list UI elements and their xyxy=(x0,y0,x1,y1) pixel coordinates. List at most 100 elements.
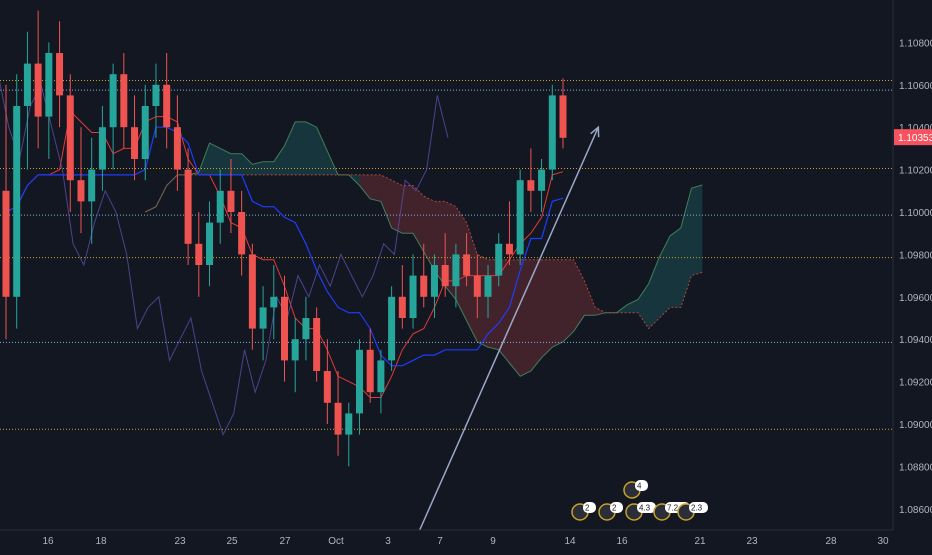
time-tick-label: 28 xyxy=(825,536,837,547)
candle-body xyxy=(259,307,267,329)
candle-body xyxy=(56,53,64,96)
candle-body xyxy=(559,95,567,138)
candle-body xyxy=(495,243,503,276)
economic-event-badge[interactable]: 2 xyxy=(598,502,623,521)
candle-body xyxy=(388,296,396,361)
candle-body xyxy=(141,106,149,159)
cloud-segment xyxy=(413,185,424,252)
trend-arrow-line[interactable] xyxy=(419,126,599,531)
price-tick-label: 1.09000 xyxy=(899,420,932,431)
cloud-segment xyxy=(455,206,467,321)
event-count-label: 2 xyxy=(585,504,590,513)
cloud-segment xyxy=(252,161,264,175)
cloud-segment xyxy=(691,185,703,276)
candle-body xyxy=(184,169,192,244)
cloud-segment xyxy=(627,299,638,313)
economic-event-badge[interactable]: 2 xyxy=(571,502,596,521)
cloud-segment xyxy=(659,235,671,318)
candle-body xyxy=(152,84,160,106)
candle-body xyxy=(248,254,256,329)
time-tick-label: 18 xyxy=(95,536,107,547)
candle-body xyxy=(377,360,385,393)
candle-body xyxy=(484,275,492,297)
time-tick-label: 30 xyxy=(877,536,889,547)
candle-body xyxy=(291,339,299,361)
economic-event-badge[interactable]: 2.3 xyxy=(677,502,708,521)
cloud-segment xyxy=(584,280,596,316)
candle-body xyxy=(345,413,353,435)
price-tick-label: 1.10600 xyxy=(899,81,932,92)
event-count-pill xyxy=(610,502,623,513)
time-tick-label: 23 xyxy=(174,536,186,547)
cloud-segment xyxy=(295,121,306,175)
last-price-tag xyxy=(894,129,932,146)
event-count-label: 7.2.3 xyxy=(667,504,685,513)
trend-arrow-layer[interactable] xyxy=(419,125,600,531)
candle-body xyxy=(206,222,214,265)
candle-body xyxy=(109,74,117,128)
candle-body xyxy=(238,212,246,255)
time-tick-label: 25 xyxy=(226,536,238,547)
price-tick-label: 1.09600 xyxy=(899,293,932,304)
price-tick-label: 1.10000 xyxy=(899,208,932,219)
candle-body xyxy=(355,349,363,414)
candle-body xyxy=(409,275,417,318)
cloud-segment xyxy=(230,153,242,175)
candle-body xyxy=(216,190,224,223)
time-tick-label: 14 xyxy=(564,536,576,547)
price-axis[interactable]: 1.10800 1.10600 1.10400 1.10200 1.10000 1.098… xyxy=(892,0,932,530)
candle-body xyxy=(77,180,85,202)
cloud-segment xyxy=(520,259,531,377)
cloud-segment xyxy=(391,180,403,234)
price-tick-label: 1.10200 xyxy=(899,166,932,177)
economic-event-badge[interactable]: 4 xyxy=(623,480,648,499)
candle-body xyxy=(173,127,181,170)
price-tick-label: 1.09800 xyxy=(899,250,932,261)
candles-layer xyxy=(2,10,567,467)
event-count-label: 4.3 xyxy=(639,504,651,513)
candle-body xyxy=(45,53,53,117)
cloud-segment xyxy=(209,143,221,175)
candle-body xyxy=(195,243,203,265)
candle-body xyxy=(227,190,235,212)
cloud-segment xyxy=(305,121,317,175)
cloud-segment xyxy=(498,259,510,363)
event-count-pill xyxy=(583,502,596,513)
candle-body xyxy=(334,402,342,435)
time-tick-label: 7 xyxy=(437,536,443,547)
candle-body xyxy=(441,265,449,287)
candle-body xyxy=(313,318,321,371)
event-count-pill xyxy=(689,502,708,513)
cloud-segment xyxy=(370,174,381,202)
candle-body xyxy=(398,296,406,318)
cloud-segment xyxy=(273,145,285,175)
span-b-line xyxy=(145,174,703,330)
cloud-segment xyxy=(648,257,660,329)
candle-body xyxy=(505,243,513,255)
trend-arrow-head xyxy=(590,125,600,138)
candle-body xyxy=(323,371,331,403)
candle-body xyxy=(516,180,524,255)
time-tick-label: Oct xyxy=(328,536,344,547)
economic-event-badge[interactable]: 4.3 xyxy=(625,502,656,521)
cloud-segment xyxy=(380,174,392,228)
candle-body xyxy=(163,84,171,128)
cloud-segment xyxy=(541,259,553,358)
candle-body xyxy=(23,63,31,106)
event-count-label: 2.3 xyxy=(691,504,703,513)
cloud-segment xyxy=(284,121,296,175)
price-tick-label: 1.09200 xyxy=(899,378,932,389)
event-count-pill xyxy=(637,502,656,513)
time-tick-label: 23 xyxy=(746,536,758,547)
candle-body xyxy=(538,169,546,191)
candle-body xyxy=(13,106,21,297)
time-tick-label: 27 xyxy=(279,536,291,547)
price-tick-label: 1.09400 xyxy=(899,335,932,346)
event-badges-layer[interactable]: 2 2 4 4.3 7.2.3 2.3 xyxy=(571,480,708,521)
candle-body xyxy=(527,180,535,191)
horizontal-levels-layer[interactable] xyxy=(0,80,893,430)
time-axis[interactable]: 16 18 23 25 27 Oct 3 7 9 14 16 21 23 28 30 xyxy=(0,529,893,547)
candle-body xyxy=(473,275,481,297)
